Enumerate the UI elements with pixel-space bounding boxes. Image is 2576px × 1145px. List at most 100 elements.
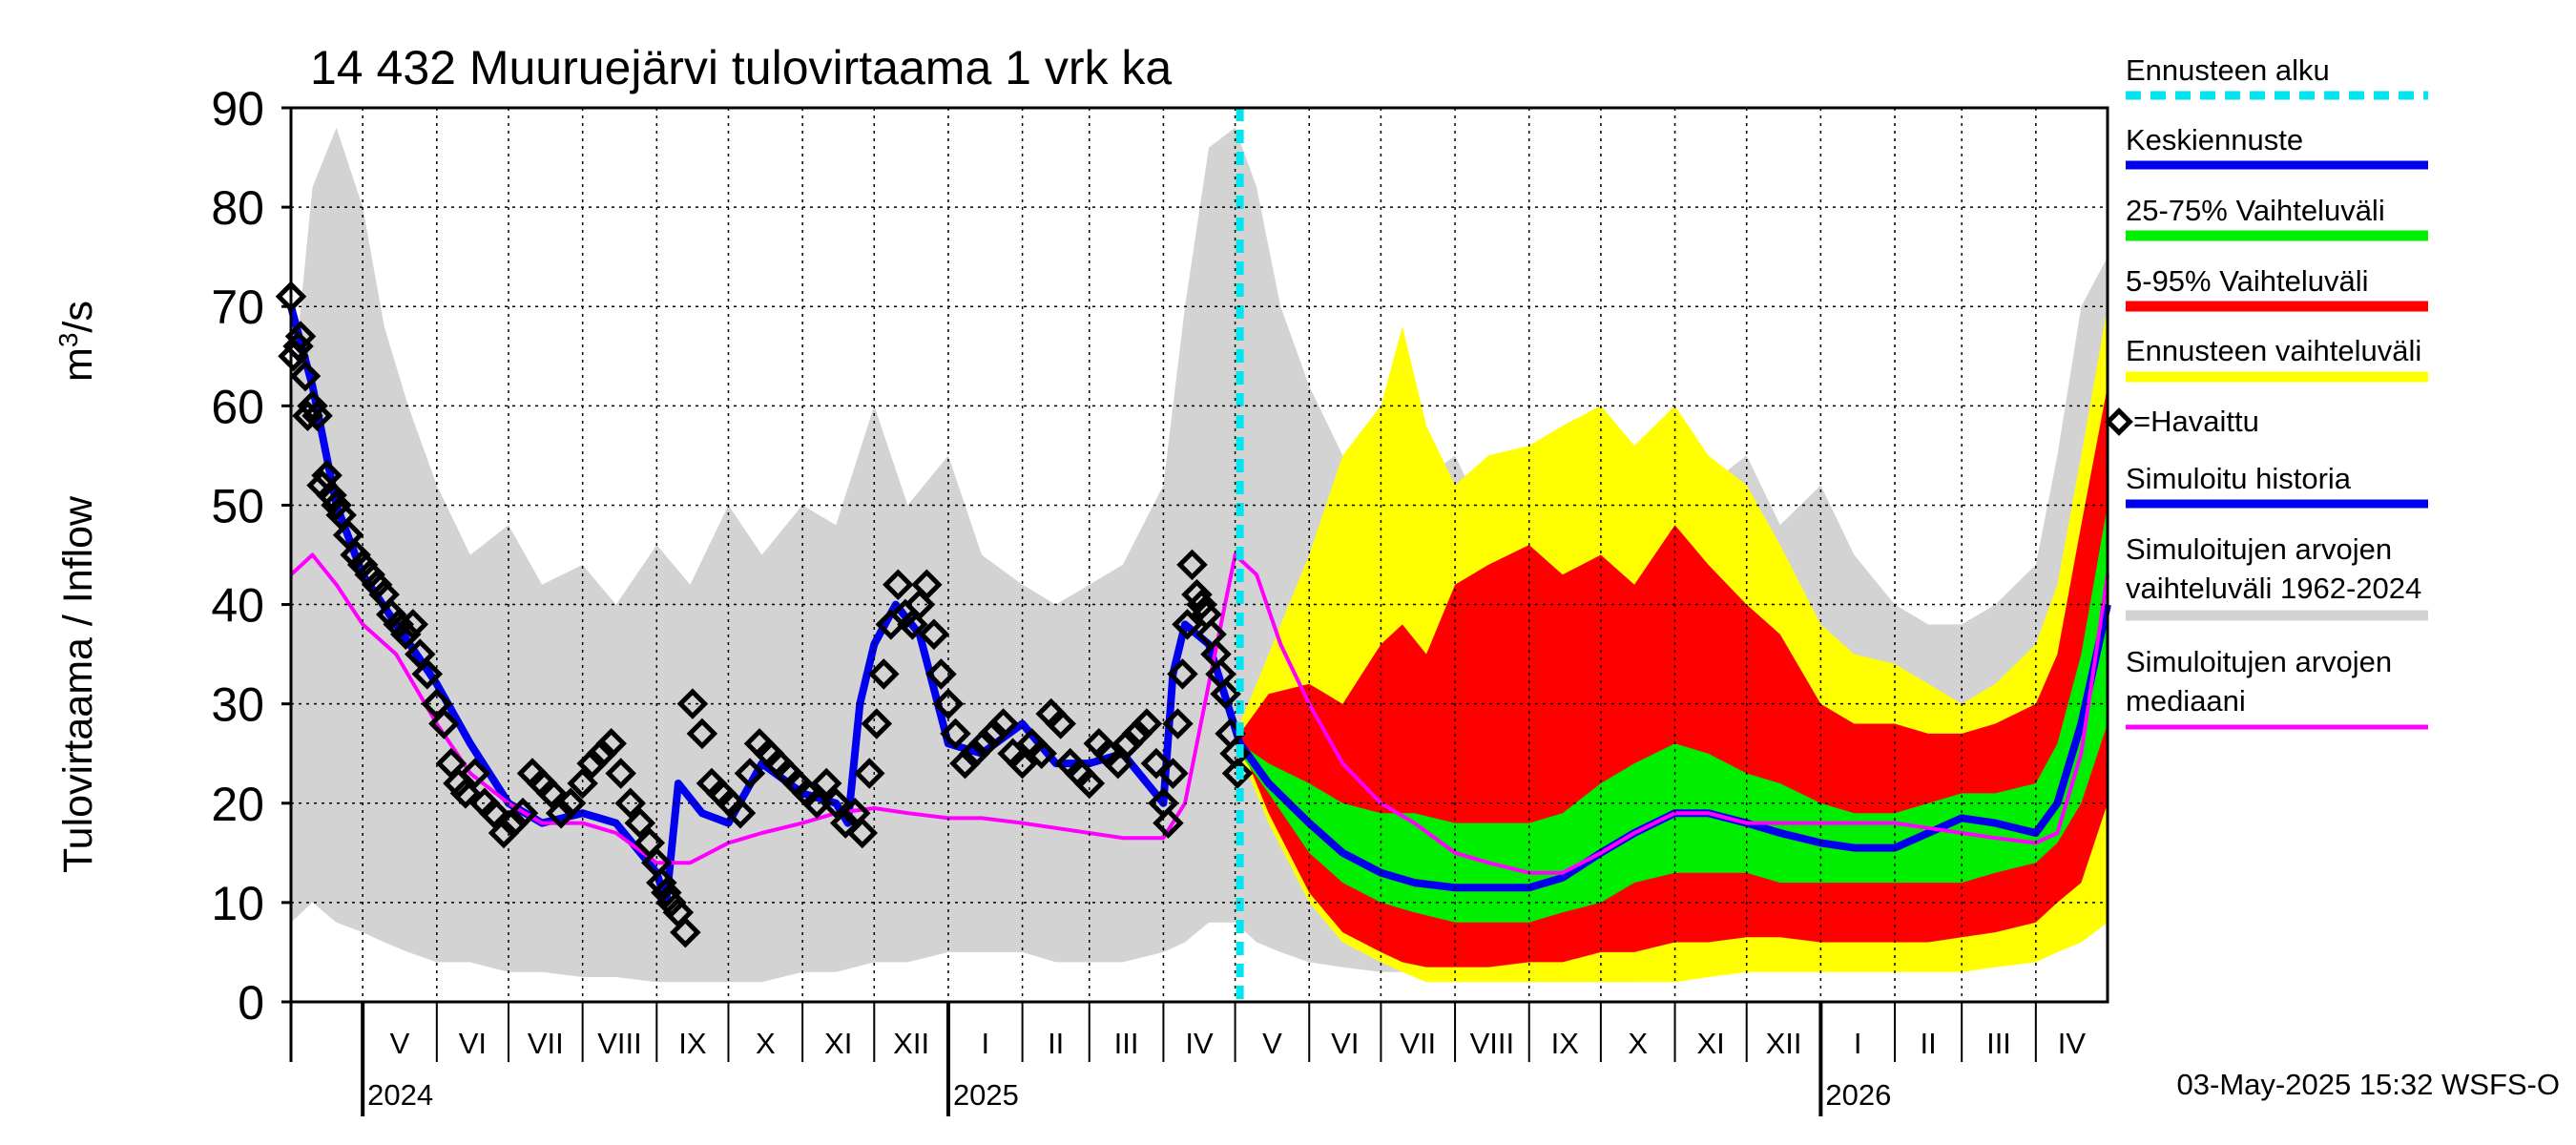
observed-point [1176,549,1208,581]
month-label: IX [1551,1027,1580,1060]
month-label: IV [2058,1027,2087,1060]
y-axis-unit: m3/s [53,301,102,382]
month-label: VII [1400,1027,1436,1060]
plot-frame [289,106,2109,1004]
month-label: X [1628,1027,1648,1060]
observed-point [734,758,766,789]
observed-point [390,618,422,651]
legend-label-iqr: 25-75% Vaihteluväli [2126,194,2385,227]
month-label: II [1048,1027,1064,1060]
observed-point [820,787,852,820]
observed-point [428,708,460,739]
y-tick-label: 90 [211,82,264,135]
observed-point [997,738,1028,769]
observed-point [468,787,501,820]
observed-point [696,767,728,800]
observed-point [705,778,737,809]
month-label: XII [1766,1027,1802,1060]
observed-point [968,728,1000,760]
observed-point [497,807,530,839]
observed-point [507,797,539,829]
month-label: VIII [1470,1027,1515,1060]
month-label: II [1920,1027,1936,1060]
observed-point [781,767,814,800]
observed-point [1016,728,1048,760]
observed-point [614,787,647,820]
observed-point [459,758,491,789]
y-tick-label: 20 [211,778,264,831]
month-label: IV [1185,1027,1214,1060]
y-axis-label: Tulovirtaama / Inflow [55,495,101,873]
observed-point [397,609,429,640]
observed-point [762,747,795,780]
observed-point [810,767,842,800]
plot-area [275,108,2111,1002]
observed-point [1153,807,1184,839]
month-label: III [1986,1027,2011,1060]
observed-point [275,281,307,313]
observed-point [925,658,957,690]
legend-label-forecast-range: Ennusteen vaihteluväli [2126,334,2421,367]
observed-point [1121,718,1153,750]
observed-point [488,817,520,849]
observed-point [1102,747,1134,780]
month-label: III [1114,1027,1139,1060]
observed-point [449,778,482,809]
observed-point [743,728,776,760]
observed-point [340,539,371,571]
month-label: VI [459,1027,487,1060]
observed-point [624,807,656,839]
legend-label-mean-forecast: Keskiennuste [2126,123,2303,156]
y-tick-label: 10 [211,877,264,930]
month-label: XI [1696,1027,1724,1060]
y-tick-label: 60 [211,380,264,433]
observed-point [554,787,587,820]
observed-point [1167,658,1198,690]
observed-point [1073,767,1106,800]
month-label: XII [893,1027,929,1060]
observed-point [800,787,833,820]
observed-point [1162,708,1194,739]
observed-point [959,738,990,769]
observed-point [284,321,317,352]
observed-point [346,549,379,581]
month-label: I [981,1027,989,1060]
observed-point [753,738,785,769]
observed-point [1064,758,1095,789]
month-label: VIII [597,1027,642,1060]
legend-marker-observed [2105,407,2133,436]
observed-point [354,559,385,591]
observed-point [586,738,617,769]
observed-point [853,758,885,789]
month-label: V [390,1027,410,1060]
grid [291,108,2108,1002]
observed-point [605,758,636,789]
observed-point [918,618,950,651]
observed-point [478,797,510,829]
y-tick-label: 0 [238,976,264,1030]
observed-point [686,718,718,750]
observed-point [411,658,444,690]
y-axis-unit-sup: 3 [53,333,83,348]
chart-title: 14 432 Muuruejärvi tulovirtaama 1 vrk ka [310,41,1172,94]
observed-point [949,747,981,780]
observed-point [1045,708,1076,739]
observed-point [772,758,804,789]
observed-point [289,360,322,392]
legend-label-observed: =Havaittu [2133,405,2259,438]
observed-point [1083,728,1115,760]
observed-point [526,767,558,800]
observed-point [361,569,393,600]
month-label: I [1854,1027,1862,1060]
observed-point [1026,738,1057,769]
y-tick-label: 50 [211,479,264,532]
observed-point [868,658,900,690]
series-line-simuloitujen-arvojen-mediaani [289,552,2109,875]
observed-point [576,747,608,780]
y-axis-unit-base: m [55,347,101,382]
legend-label-sim-history: Simuloitu historia [2126,462,2352,495]
observed-point [987,708,1019,739]
observed-point [846,817,879,849]
observed-point [791,778,823,809]
